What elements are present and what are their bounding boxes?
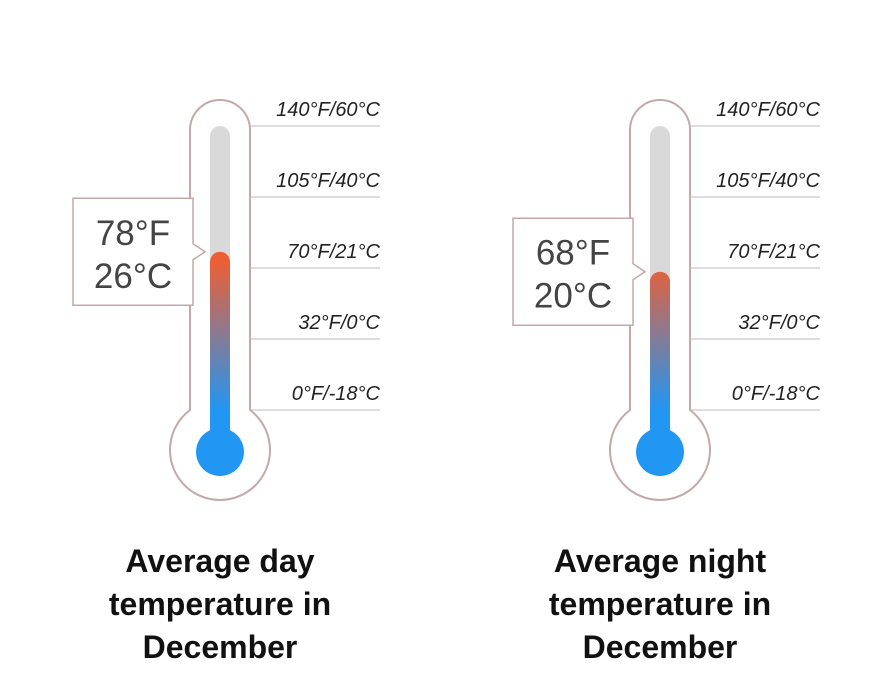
tick-label: 0°F/-18°C: [732, 383, 821, 405]
chart-title: Average day temperature in December: [108, 543, 332, 665]
value-label: 78°F: [96, 214, 170, 253]
tick-label: 32°F/0°C: [738, 312, 820, 334]
tick-label: 140°F/60°C: [276, 99, 380, 121]
chart-title: Average night temperature in December: [548, 543, 772, 665]
value-label-celsius: 26°C: [94, 257, 172, 296]
tick-label: 105°F/40°C: [716, 170, 820, 192]
value-label-celsius: 20°C: [534, 277, 612, 316]
bulb: [636, 428, 684, 476]
bulb: [196, 428, 244, 476]
tick-label: 140°F/60°C: [716, 99, 820, 121]
mercury: [210, 251, 230, 440]
callout: [72, 197, 207, 307]
tick-label: 70°F/21°C: [287, 241, 380, 263]
mercury: [650, 271, 670, 440]
tick-label: 105°F/40°C: [276, 170, 380, 192]
value-label: 68°F: [536, 234, 610, 273]
tick-label: 32°F/0°C: [298, 312, 380, 334]
callout: [512, 217, 647, 326]
tick-label: 70°F/21°C: [727, 241, 820, 263]
tick-label: 0°F/-18°C: [292, 383, 381, 405]
